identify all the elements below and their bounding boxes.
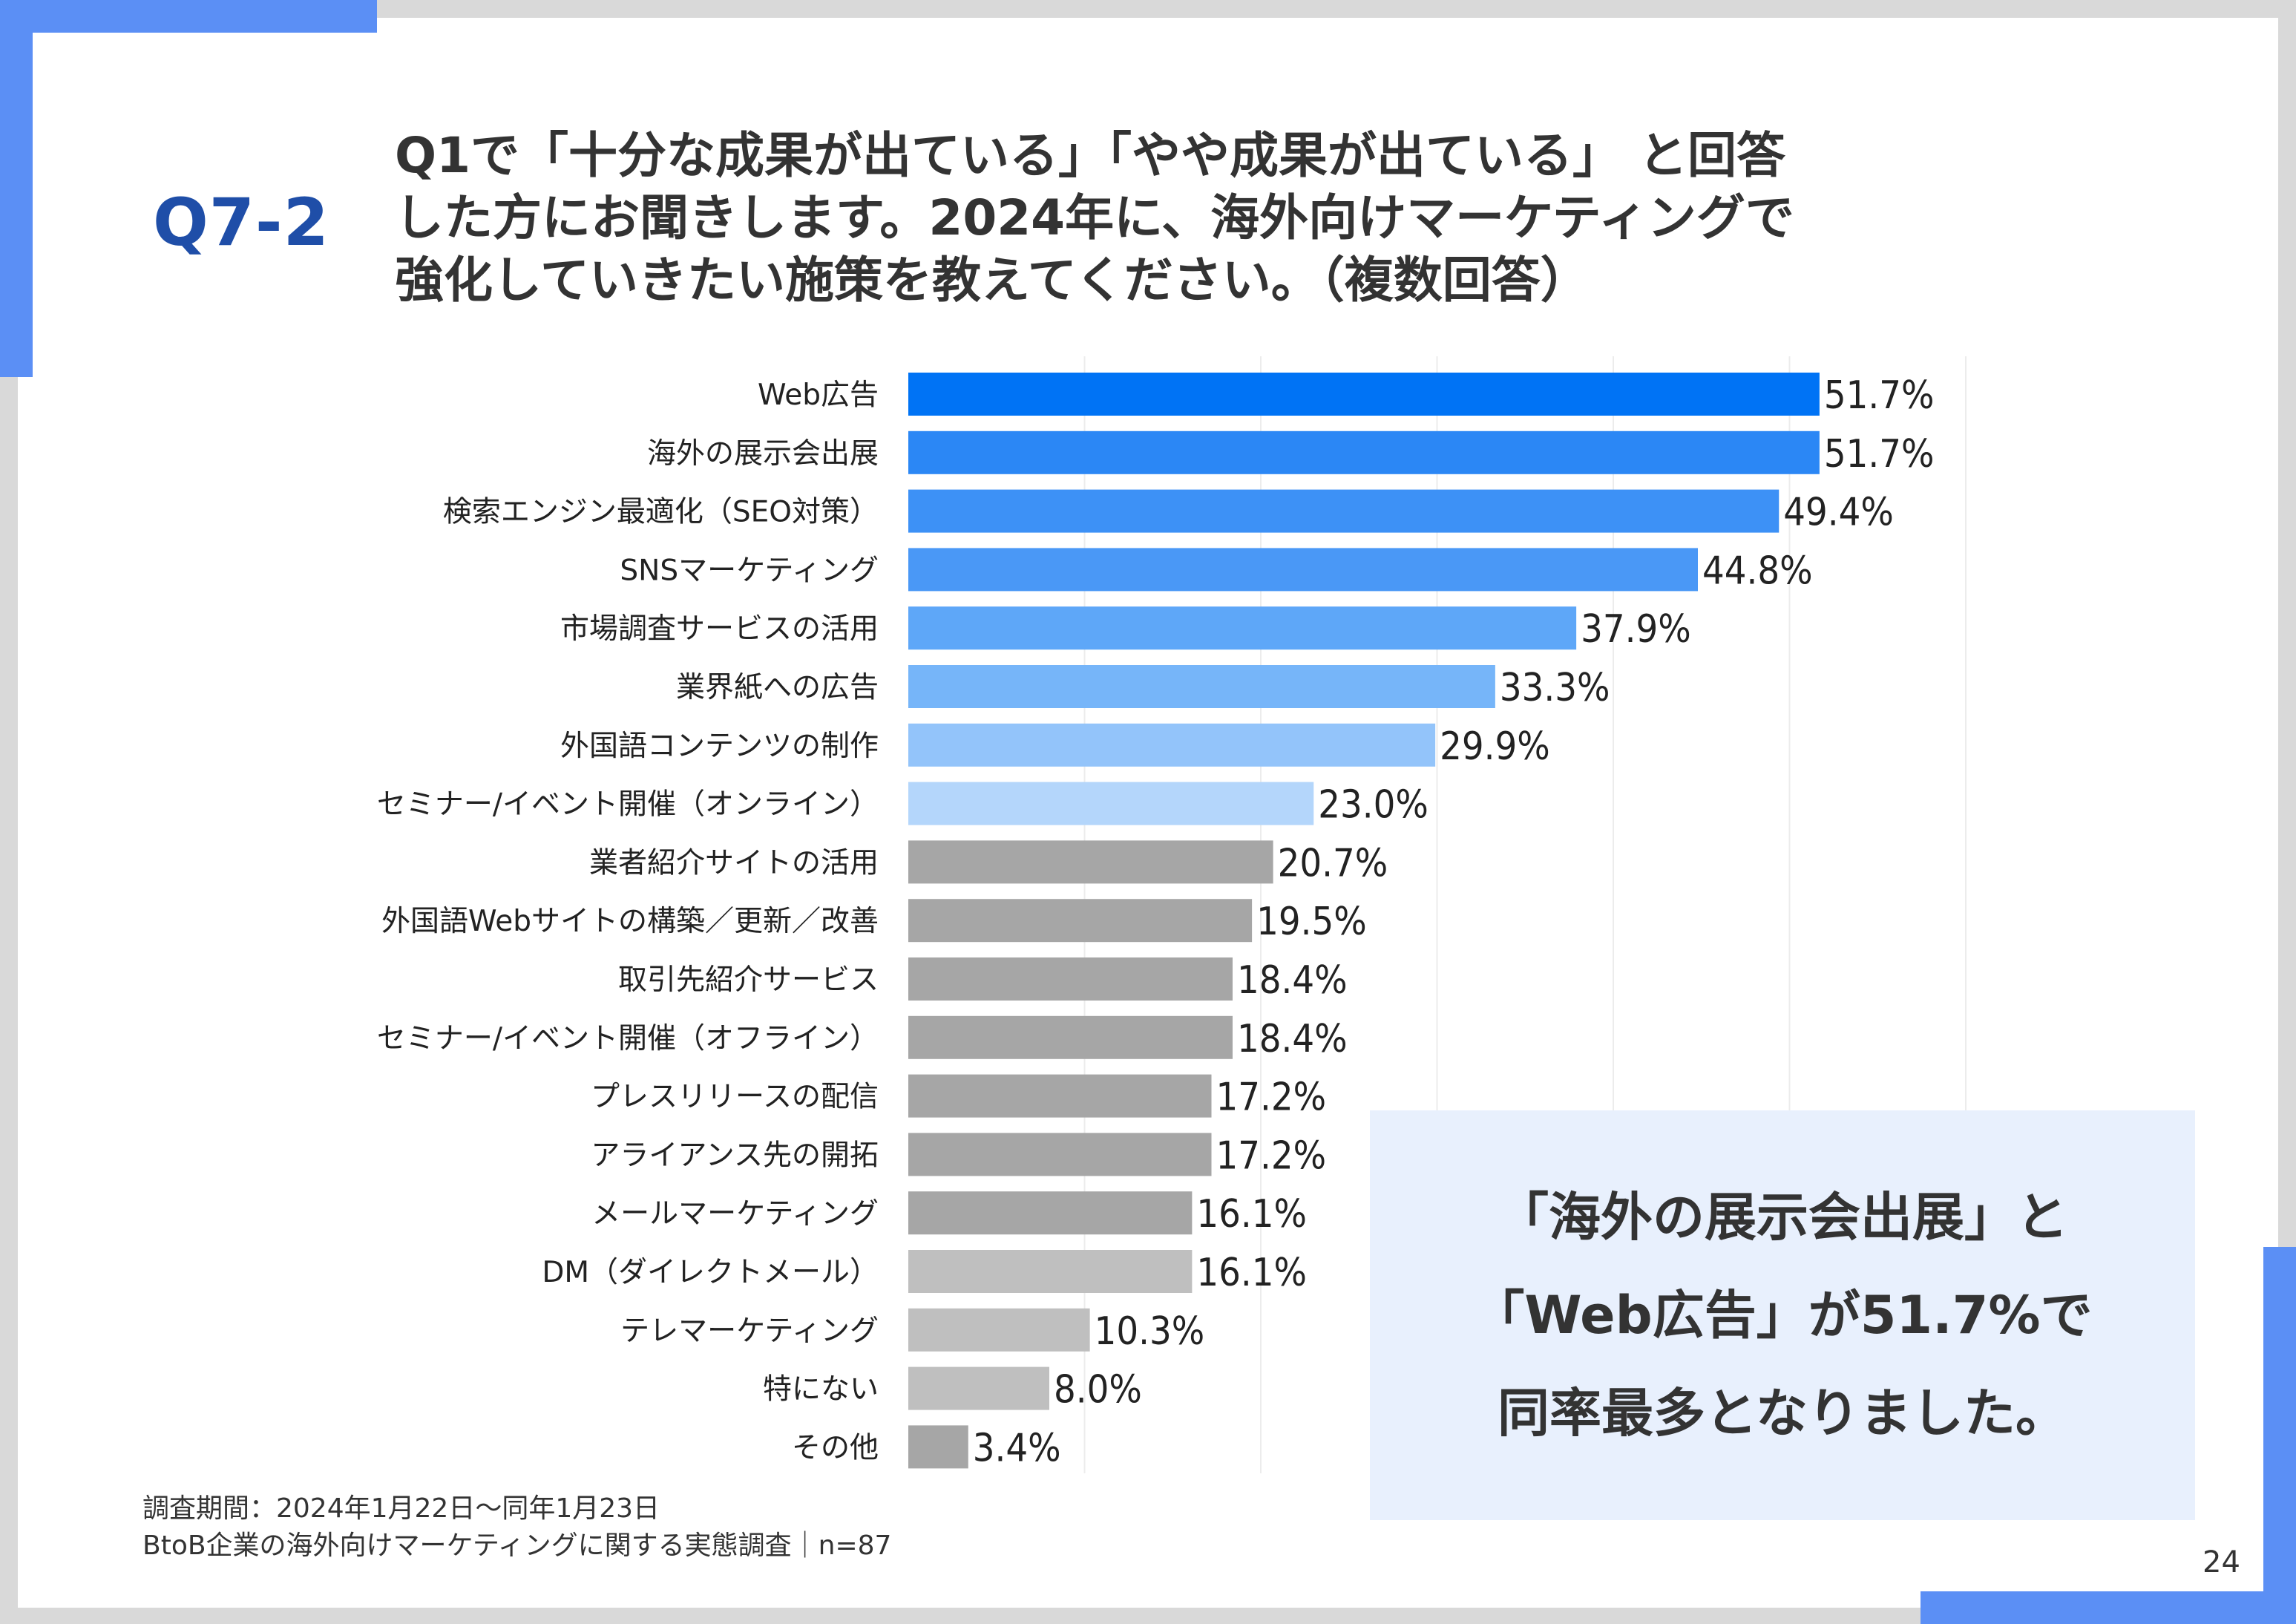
category-label: SNSマーケティング xyxy=(620,554,879,587)
value-label: 17.2% xyxy=(1216,1133,1327,1178)
bar xyxy=(908,1015,1233,1059)
callout-line: 「海外の展示会出展」と xyxy=(1497,1187,2068,1248)
bar xyxy=(908,489,1780,533)
corner-accent-bottom-right xyxy=(1921,1591,2296,1624)
bar xyxy=(908,1308,1090,1352)
footnote: 調査期間：2024年1月22日～同年1月23日 BtoB企業の海外向けマーケティ… xyxy=(142,1490,891,1565)
bar xyxy=(908,665,1495,708)
category-label: DM（ダイレクトメール） xyxy=(542,1256,879,1289)
bar xyxy=(908,1191,1193,1235)
category-label: セミナー/イベント開催（オンライン） xyxy=(377,788,879,822)
value-label: 44.8% xyxy=(1702,549,1813,593)
category-label: 外国語コンテンツの制作 xyxy=(560,730,879,763)
value-label: 17.2% xyxy=(1216,1075,1327,1120)
bar xyxy=(908,1074,1212,1118)
callout-line: 同率最多となりました。 xyxy=(1498,1383,2067,1444)
question-line: Q1で「十分な成果が出ている」「やや成果が出ている」 と回答 xyxy=(395,127,1786,184)
bar xyxy=(908,957,1233,1001)
bar xyxy=(908,1366,1049,1410)
question-line: 強化していきたい施策を教えてください。（複数回答） xyxy=(395,252,1590,309)
category-label: 外国語Webサイトの構築／更新／改善 xyxy=(381,905,879,938)
bar xyxy=(908,723,1436,767)
corner-accent-bottom-right-vertical xyxy=(2263,1247,2296,1624)
bar xyxy=(908,606,1577,650)
question-line: した方にお聞きします。2024年に、海外向けマーケティングで xyxy=(395,189,1794,246)
value-label: 18.4% xyxy=(1237,1017,1348,1061)
bar xyxy=(908,840,1273,884)
corner-accent-top-left xyxy=(0,0,377,33)
category-label: 業者紹介サイトの活用 xyxy=(589,846,879,880)
category-label: 特にない xyxy=(763,1373,879,1407)
category-label: 海外の展示会出展 xyxy=(647,437,879,471)
value-label: 23.0% xyxy=(1318,783,1429,828)
bar xyxy=(908,430,1820,474)
bar xyxy=(908,782,1314,825)
category-label: Web広告 xyxy=(758,379,879,412)
bar xyxy=(908,899,1253,943)
value-label: 29.9% xyxy=(1440,724,1550,769)
value-label: 37.9% xyxy=(1581,607,1691,652)
value-label: 3.4% xyxy=(973,1426,1061,1470)
category-label: 市場調査サービスの活用 xyxy=(560,612,879,646)
question-number: Q7-2 xyxy=(153,184,329,261)
category-label: セミナー/イベント開催（オフライン） xyxy=(377,1022,879,1055)
value-label: 18.4% xyxy=(1237,958,1348,1003)
callout-box: 「海外の展示会出展」と 「Web広告」が51.7%で 同率最多となりました。 xyxy=(1370,1110,2195,1520)
bar xyxy=(908,548,1698,592)
category-label: その他 xyxy=(792,1431,879,1464)
bar xyxy=(908,1425,968,1469)
value-label: 16.1% xyxy=(1196,1192,1307,1237)
survey-name: BtoB企業の海外向けマーケティングに関する実態調査｜n=87 xyxy=(142,1530,892,1561)
value-label: 51.7% xyxy=(1824,373,1935,418)
bar xyxy=(908,373,1820,416)
value-label: 49.4% xyxy=(1783,491,1894,535)
category-label: テレマーケティング xyxy=(620,1314,879,1348)
value-label: 51.7% xyxy=(1824,432,1935,477)
value-label: 16.1% xyxy=(1196,1251,1307,1295)
survey-period: 調査期間：2024年1月22日～同年1月23日 xyxy=(142,1493,660,1524)
bar xyxy=(908,1250,1193,1293)
value-label: 10.3% xyxy=(1095,1309,1205,1354)
question-text: Q1で「十分な成果が出ている」「やや成果が出ている」 と回答 した方にお聞きしま… xyxy=(395,125,2027,312)
value-label: 19.5% xyxy=(1256,900,1367,944)
bar xyxy=(908,1133,1212,1176)
category-label: 取引先紹介サービス xyxy=(618,963,879,997)
category-label: 業界紙への広告 xyxy=(676,671,879,704)
page-number: 24 xyxy=(2202,1545,2240,1579)
corner-accent-top-left-vertical xyxy=(0,0,33,377)
category-label: プレスリリースの配信 xyxy=(591,1081,879,1114)
value-label: 20.7% xyxy=(1278,841,1388,885)
callout-line: 「Web広告」が51.7%で xyxy=(1472,1285,2093,1346)
value-label: 8.0% xyxy=(1054,1368,1142,1412)
category-label: アライアンス先の開拓 xyxy=(591,1139,879,1172)
value-label: 33.3% xyxy=(1500,666,1610,710)
category-label: メールマーケティング xyxy=(591,1197,879,1231)
category-label: 検索エンジン最適化（SEO対策） xyxy=(443,496,879,529)
